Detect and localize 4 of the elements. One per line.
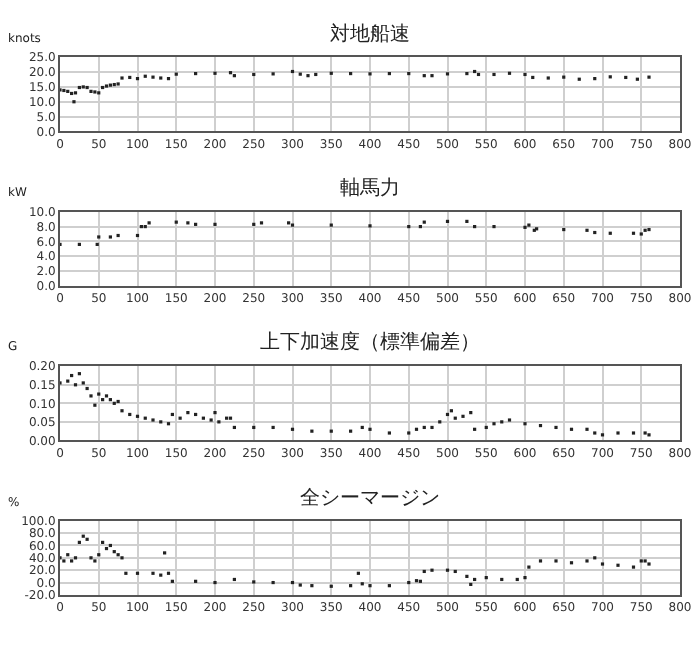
chart-title: 軸馬力 <box>340 176 400 200</box>
chart-title: 上下加速度（標準偏差） <box>260 330 480 354</box>
chart-title: 全シーマージン <box>300 486 440 510</box>
chart-title: 対地船速 <box>330 22 410 46</box>
